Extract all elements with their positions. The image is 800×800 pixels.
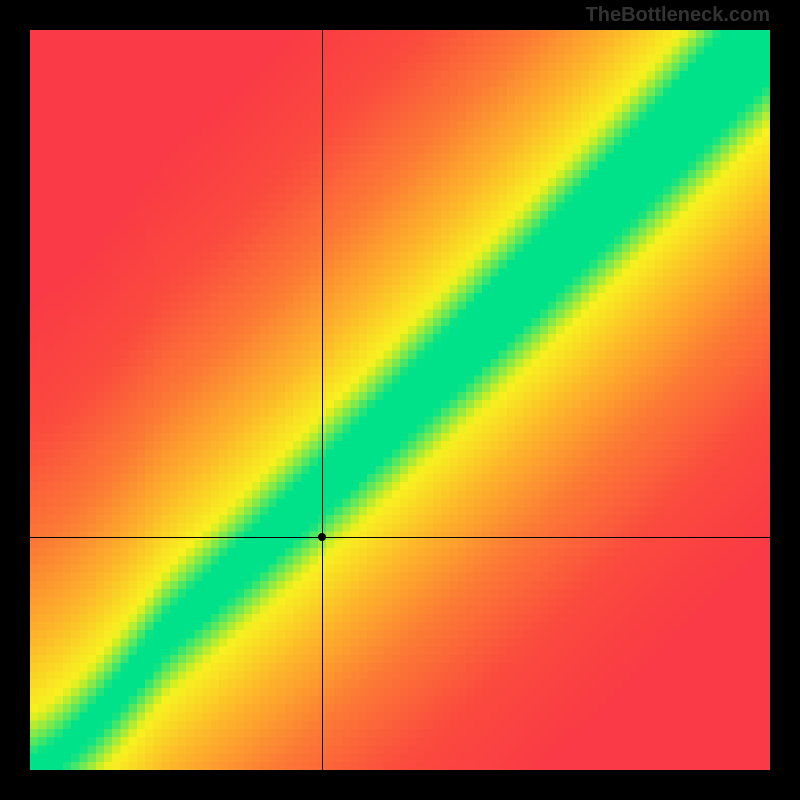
marker-dot: [318, 533, 326, 541]
crosshair-vertical: [322, 30, 323, 770]
heatmap-plot: [30, 30, 770, 770]
watermark-text: TheBottleneck.com: [586, 4, 770, 27]
heatmap-canvas: [30, 30, 770, 770]
crosshair-horizontal: [30, 537, 770, 538]
